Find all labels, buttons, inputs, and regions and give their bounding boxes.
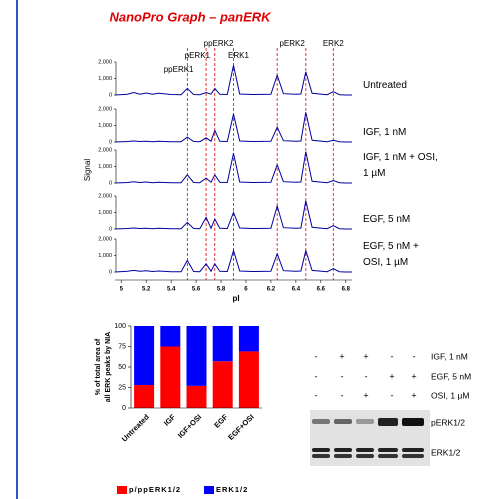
y-tick-label: 2,000 xyxy=(98,193,112,199)
y-tick-label: 0 xyxy=(109,226,112,232)
bar-segment xyxy=(187,326,207,386)
legend-swatch xyxy=(204,486,214,494)
treatment-sign: - xyxy=(341,371,344,381)
y-axis-label: Signal xyxy=(83,159,92,181)
trace-label: Untreated xyxy=(363,78,439,94)
bar-segment xyxy=(134,326,154,385)
legend-swatch xyxy=(117,486,127,494)
treatment-label: IGF, 1 nM xyxy=(431,351,468,361)
treatment-sign: + xyxy=(411,371,416,381)
treatment-label: OSI, 1 µM xyxy=(431,390,469,400)
x-tick-label: 5.6 xyxy=(192,287,201,293)
y-tick-label: 25 xyxy=(118,384,126,391)
bar-segment xyxy=(213,361,233,408)
treatment-sign: - xyxy=(391,351,394,361)
treatment-sign: + xyxy=(389,371,394,381)
y-tick-label: 1,000 xyxy=(98,76,112,82)
y-tick-label: 2,000 xyxy=(98,106,112,112)
y-tick-label: 2,000 xyxy=(98,59,112,65)
x-tick-label: 5 xyxy=(120,287,124,293)
y-axis-label: % of total area of xyxy=(95,338,102,395)
bar-segment xyxy=(239,351,259,408)
x-tick-label: EGF xyxy=(212,412,230,430)
y-tick-label: 50 xyxy=(118,364,126,371)
trace-label: EGF, 5 nM xyxy=(363,212,439,228)
y-tick-label: 75 xyxy=(118,343,126,350)
x-tick-label: 5.4 xyxy=(167,287,176,293)
band-label: ERK1/2 xyxy=(431,447,461,457)
x-tick-label: 6.6 xyxy=(317,287,326,293)
y-tick-label: 1,000 xyxy=(98,253,112,259)
legend-label: p/ppERK1/2 xyxy=(129,485,181,494)
treatment-sign: + xyxy=(363,351,368,361)
bar-segment xyxy=(213,326,233,361)
x-tick-label: IGF xyxy=(162,412,177,427)
treatment-sign: - xyxy=(365,371,368,381)
y-tick-label: 0 xyxy=(109,139,112,145)
bar-segment xyxy=(160,347,180,409)
y-tick-label: 100 xyxy=(114,323,126,330)
band-label: pERK1/2 xyxy=(431,417,465,427)
figure: NanoPro Graph – panERK ppERK1 pERK1 ppERK2 E… xyxy=(0,0,504,499)
treatment-sign: - xyxy=(315,371,318,381)
x-tick-label: 6 xyxy=(244,287,248,293)
y-tick-label: 2,000 xyxy=(98,147,112,153)
treatment-sign: - xyxy=(413,351,416,361)
peak-label: ppERK2 xyxy=(204,39,234,48)
y-tick-label: 1,000 xyxy=(98,123,112,129)
x-tick-label: 6.4 xyxy=(292,287,301,293)
peak-label: ppERK1 xyxy=(164,65,194,74)
treatment-label: EGF, 5 nM xyxy=(431,371,471,381)
y-tick-label: 1,000 xyxy=(98,164,112,170)
peak-label: ERK1 xyxy=(228,51,249,60)
x-tick-label: Untreated xyxy=(120,412,151,443)
y-axis-label: all ERK peaks by NIA xyxy=(105,332,112,402)
treatment-sign: + xyxy=(363,390,368,400)
x-tick-label: 6.8 xyxy=(342,287,351,293)
y-tick-label: 2,000 xyxy=(98,236,112,242)
trace-label: IGF, 1 nM + OSI, 1 µM xyxy=(363,150,439,182)
y-tick-label: 1,000 xyxy=(98,210,112,216)
peak-label: ERK2 xyxy=(323,39,344,48)
x-axis-label: pI xyxy=(232,294,239,303)
x-tick-label: 6.2 xyxy=(267,287,276,293)
y-tick-label: 0 xyxy=(109,92,112,98)
bar-segment xyxy=(160,326,180,347)
treatment-sign: - xyxy=(341,390,344,400)
bar-segment xyxy=(239,326,259,351)
bar-segment xyxy=(134,385,154,408)
y-tick-label: 0 xyxy=(122,405,126,412)
peak-label: pERK1 xyxy=(185,51,211,60)
blot-image xyxy=(310,410,430,466)
treatment-sign: + xyxy=(411,390,416,400)
y-tick-label: 0 xyxy=(109,180,112,186)
x-tick-label: EGF+OSI xyxy=(226,412,255,441)
trace-label: IGF, 1 nM xyxy=(363,125,439,141)
bar-segment xyxy=(187,386,207,408)
trace-label: EGF, 5 nM + OSI, 1 µM xyxy=(363,239,439,271)
chart-title: NanoPro Graph – panERK xyxy=(109,9,272,24)
treatment-sign: - xyxy=(391,390,394,400)
y-tick-label: 0 xyxy=(109,269,112,275)
x-tick-label: 5.8 xyxy=(217,287,226,293)
x-tick-label: IGF+OSI xyxy=(176,412,203,439)
x-tick-label: 5.2 xyxy=(142,287,151,293)
treatment-sign: + xyxy=(339,351,344,361)
trace xyxy=(115,112,352,142)
legend-label: ERK1/2 xyxy=(216,485,248,494)
treatment-sign: - xyxy=(315,351,318,361)
treatment-sign: - xyxy=(315,390,318,400)
peak-label: pERK2 xyxy=(279,39,305,48)
